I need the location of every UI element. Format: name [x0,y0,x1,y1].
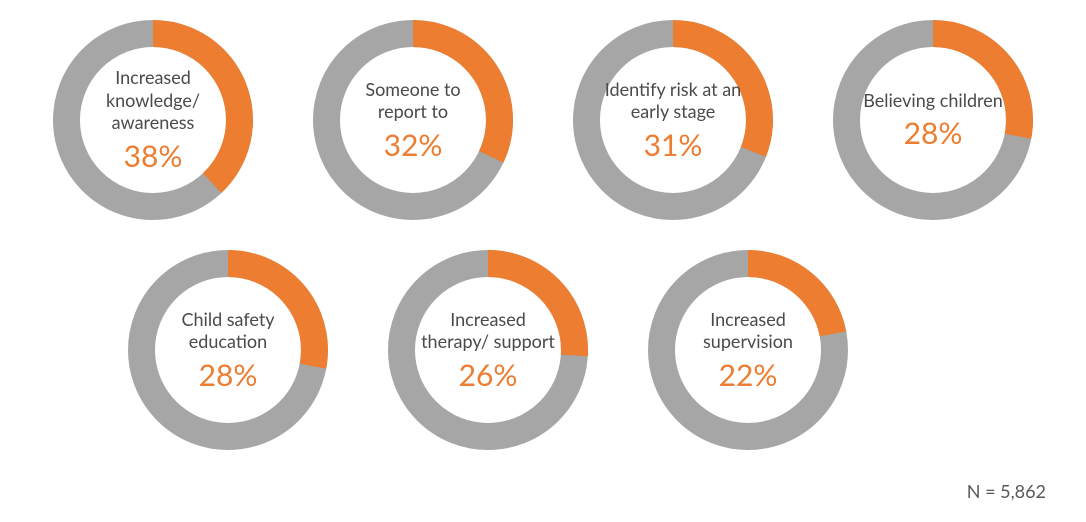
donut-child-safety-education: Child safety education28% [128,250,328,450]
donut-ring [388,250,588,450]
donut-increased-supervision: Increased supervision22% [648,250,848,450]
donut-ring [313,20,513,220]
donut-believing-children: Believing children28% [833,20,1033,220]
donut-ring [128,250,328,450]
donut-ring [53,20,253,220]
donut-increased-therapy-support: Increased therapy/ support26% [388,250,588,450]
donut-increased-knowledge: Increased knowledge/ awareness38% [53,20,253,220]
donut-ring [573,20,773,220]
sample-size-note: N = 5,862 [967,480,1046,502]
donut-ring [833,20,1033,220]
donut-row-1: Increased knowledge/ awareness38% Someon… [0,20,1086,220]
donut-someone-to-report-to: Someone to report to32% [313,20,513,220]
donut-ring [648,250,848,450]
donut-identify-risk-early: Identify risk at an early stage31% [573,20,773,220]
donut-row-2: Child safety education28% Increased ther… [0,250,1086,450]
